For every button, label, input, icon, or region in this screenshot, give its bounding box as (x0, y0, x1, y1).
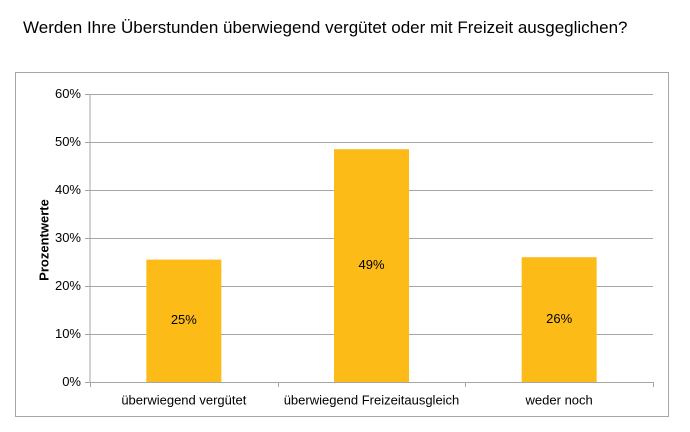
y-axis-label: Prozentwerte (36, 199, 51, 281)
y-tick-label: 10% (55, 326, 81, 341)
page-title: Werden Ihre Überstunden überwiegend verg… (23, 18, 628, 37)
y-tick-label: 60% (55, 86, 81, 101)
bar (146, 259, 222, 382)
y-tick-label: 20% (55, 278, 81, 293)
y-tick-label: 30% (55, 230, 81, 245)
x-tick-label: überwiegend vergütet (121, 392, 246, 407)
y-tick-label: 50% (55, 134, 81, 149)
x-tick-label: überwiegend Freizeitausgleich (284, 392, 460, 407)
data-label: 49% (358, 257, 384, 272)
bars (146, 149, 597, 382)
bar (521, 257, 597, 382)
labels: 0% 10% 20% 30% 40% 50% 60% 25% überwiegend vergü… (55, 86, 593, 408)
y-tick-label: 40% (55, 182, 81, 197)
y-tick-label: 0% (62, 374, 81, 389)
x-tick-label: weder noch (525, 392, 593, 407)
data-label: 26% (546, 311, 572, 326)
data-label: 25% (171, 312, 197, 327)
bar (334, 149, 409, 382)
chart-frame (15, 72, 669, 417)
